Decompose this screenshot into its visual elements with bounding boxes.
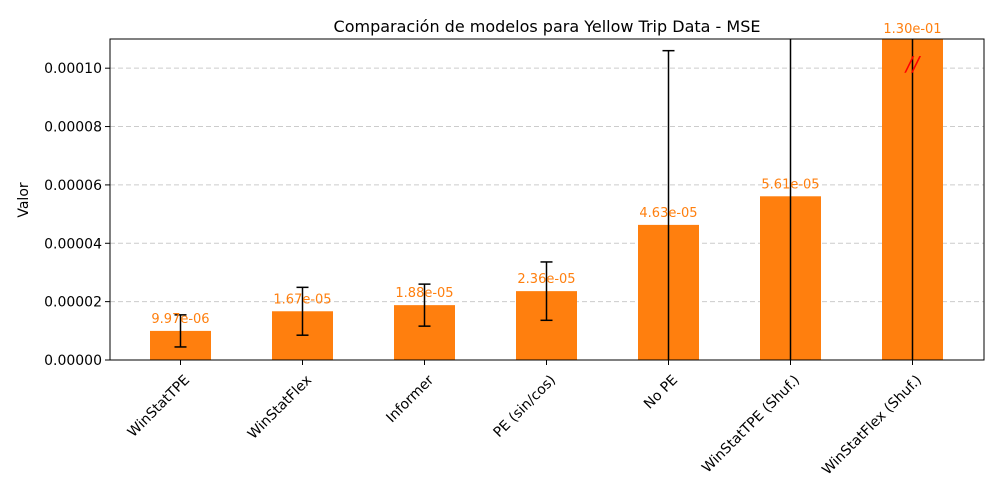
x-tick-label: WinStatTPE (Shuf.) bbox=[699, 372, 803, 476]
x-axis-ticks: WinStatTPE WinStatFlex Informer PE (sin/cos… bbox=[125, 360, 925, 478]
y-tick-label: 0.00010 bbox=[44, 61, 102, 77]
value-label: 5.61e-05 bbox=[761, 177, 819, 192]
value-labels: 9.97e-06 1.67e-05 1.88e-05 2.36e-05 4.63e-05… bbox=[151, 22, 941, 327]
x-tick-label: WinStatTPE bbox=[125, 372, 193, 440]
value-label: 1.67e-05 bbox=[273, 292, 331, 307]
y-tick-label: 0.00008 bbox=[44, 120, 102, 136]
x-tick-label: No PE bbox=[641, 372, 681, 412]
value-label: 1.88e-05 bbox=[395, 286, 453, 301]
chart-title: Comparación de modelos para Yellow Trip … bbox=[334, 17, 761, 36]
value-label: 9.97e-06 bbox=[151, 312, 209, 327]
error-bars bbox=[174, 39, 914, 360]
value-label: 4.63e-05 bbox=[639, 206, 697, 221]
y-axis-ticks: 0.00000 0.00002 0.00004 0.00006 0.00008 0.000… bbox=[44, 61, 110, 369]
y-tick-label: 0.00000 bbox=[44, 353, 102, 369]
y-tick-label: 0.00004 bbox=[44, 236, 102, 252]
y-tick-label: 0.00002 bbox=[44, 295, 102, 311]
overflow-marker: // bbox=[904, 52, 922, 76]
x-tick-label: WinStatFlex (Shuf.) bbox=[819, 372, 925, 478]
x-tick-label: Informer bbox=[383, 372, 437, 426]
value-label: 1.30e-01 bbox=[883, 22, 941, 37]
y-tick-label: 0.00006 bbox=[44, 178, 102, 194]
y-axis-label: Valor bbox=[16, 182, 32, 218]
grid-lines bbox=[110, 67, 984, 303]
x-tick-label: PE (sin/cos) bbox=[491, 372, 560, 441]
x-tick-label: WinStatFlex bbox=[245, 372, 315, 442]
value-label: 2.36e-05 bbox=[517, 272, 575, 287]
